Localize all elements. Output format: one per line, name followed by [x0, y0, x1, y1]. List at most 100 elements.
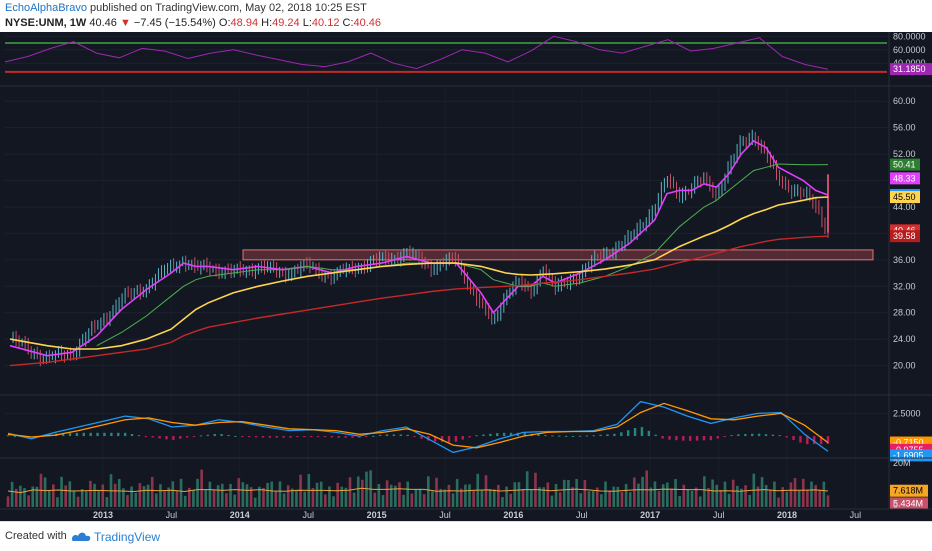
macd-histogram-bar: [261, 436, 265, 438]
volume-bar: [567, 480, 570, 507]
volume-bar: [126, 495, 129, 507]
volume-bar: [52, 484, 55, 507]
volume-bar: [810, 481, 813, 507]
sma-100-line: [9, 196, 829, 350]
volume-badge: [890, 497, 928, 510]
volume-bar: [542, 487, 545, 507]
volume-bar: [633, 477, 636, 507]
volume-bar: [670, 488, 673, 507]
price-tick-label: 20.00: [893, 361, 916, 371]
macd-histogram-bar: [199, 435, 203, 437]
volume-bar: [93, 483, 96, 507]
macd-histogram-bar: [144, 436, 148, 438]
macd-histogram-bar: [220, 433, 223, 437]
open-label: O:: [218, 17, 231, 29]
chart-area[interactable]: 80.000060.000040.000031.185060.0056.0052…: [0, 31, 932, 521]
volume-bar: [620, 492, 624, 507]
volume-bar: [530, 489, 533, 507]
price-badge: [890, 172, 920, 185]
volume-bar: [653, 481, 657, 507]
volume-bar: [797, 490, 801, 507]
volume-bar: [562, 479, 566, 507]
volume-bar: [332, 496, 335, 507]
volume-bar: [171, 481, 175, 507]
volume-bar: [600, 494, 603, 507]
volume-bar: [159, 484, 162, 507]
volume-bar: [550, 495, 554, 507]
low-label: L:: [302, 17, 312, 29]
author-link[interactable]: EchoAlphaBravo: [5, 2, 87, 14]
macd-histogram-bar: [323, 436, 327, 438]
volume-bar: [571, 487, 574, 507]
volume-bar: [501, 497, 504, 507]
macd-histogram-bar: [392, 434, 396, 437]
volume-bar: [361, 479, 364, 507]
macd-histogram-bar: [675, 436, 678, 441]
macd-histogram-bar: [137, 435, 141, 437]
price-badge: [890, 158, 920, 171]
volume-bar: [727, 493, 731, 507]
price-tick-label: 60.00: [893, 96, 916, 106]
volume-bar: [591, 491, 595, 507]
volume-bar: [645, 470, 648, 507]
volume-bar: [6, 496, 10, 507]
macd-histogram-bar: [702, 436, 706, 441]
volume-bar: [789, 482, 793, 507]
volume-bar: [282, 493, 286, 507]
volume-bar: [385, 480, 389, 507]
macd-histogram-bar: [254, 436, 258, 438]
volume-badge: [890, 484, 928, 497]
volume-bar: [105, 497, 109, 507]
volume-bar: [406, 481, 409, 507]
volume-bar: [311, 488, 315, 507]
volume-bar: [773, 481, 776, 507]
chart-svg[interactable]: 80.000060.000040.000031.185060.0056.0052…: [0, 31, 932, 521]
macd-histogram-bar: [558, 435, 561, 437]
macd-histogram-bar: [289, 436, 292, 438]
volume-bar: [694, 487, 698, 507]
volume-bar: [295, 489, 298, 507]
sma-200-line: [9, 235, 829, 367]
price-change: −7.45 (−15.54%): [133, 17, 216, 29]
macd-histogram-bar: [544, 435, 547, 437]
volume-bar: [781, 487, 784, 507]
volume-bar: [216, 485, 220, 507]
macd-histogram-bar: [96, 432, 99, 437]
x-tick-label: Jul: [576, 510, 588, 520]
low-value: 40.12: [311, 17, 340, 29]
macd-histogram-bar: [826, 436, 830, 444]
volume-bar: [19, 485, 22, 507]
volume-bar: [175, 490, 179, 507]
volume-bar: [546, 482, 550, 507]
macd-histogram-bar: [123, 432, 127, 437]
volume-bar: [731, 479, 735, 507]
macd-histogram-bar: [613, 433, 616, 437]
published-text: published on TradingView.com, May 02, 20…: [90, 2, 367, 14]
macd-badge-label: -1.6905: [893, 450, 924, 460]
volume-bar: [356, 476, 360, 507]
volume-bar: [200, 469, 203, 507]
macd-histogram-bar: [778, 435, 781, 437]
volume-bar: [682, 484, 686, 507]
volume-bar: [472, 490, 475, 507]
volume-bar: [233, 494, 236, 507]
macd-histogram-bar: [482, 434, 485, 437]
macd-histogram-bar: [103, 432, 106, 437]
price-badge-label: 39.58: [893, 231, 916, 241]
volume-badge-label: 7.618M: [893, 486, 923, 496]
x-tick-label: 2017: [640, 510, 660, 520]
volume-bar: [723, 481, 727, 507]
volume-bar: [274, 491, 278, 507]
volume-bar: [220, 483, 224, 507]
volume-bar: [270, 481, 274, 507]
macd-histogram-bar: [365, 436, 368, 438]
volume-bar: [72, 490, 76, 507]
macd-histogram-bar: [640, 427, 644, 437]
volume-bar: [97, 490, 100, 507]
macd-histogram-bar: [68, 433, 72, 437]
rsi-current-badge: [890, 63, 932, 76]
tradingview-brand[interactable]: TradingView: [94, 530, 161, 544]
volume-bar: [769, 489, 772, 507]
volume-bar: [150, 477, 154, 507]
macd-histogram-bar: [571, 435, 575, 437]
